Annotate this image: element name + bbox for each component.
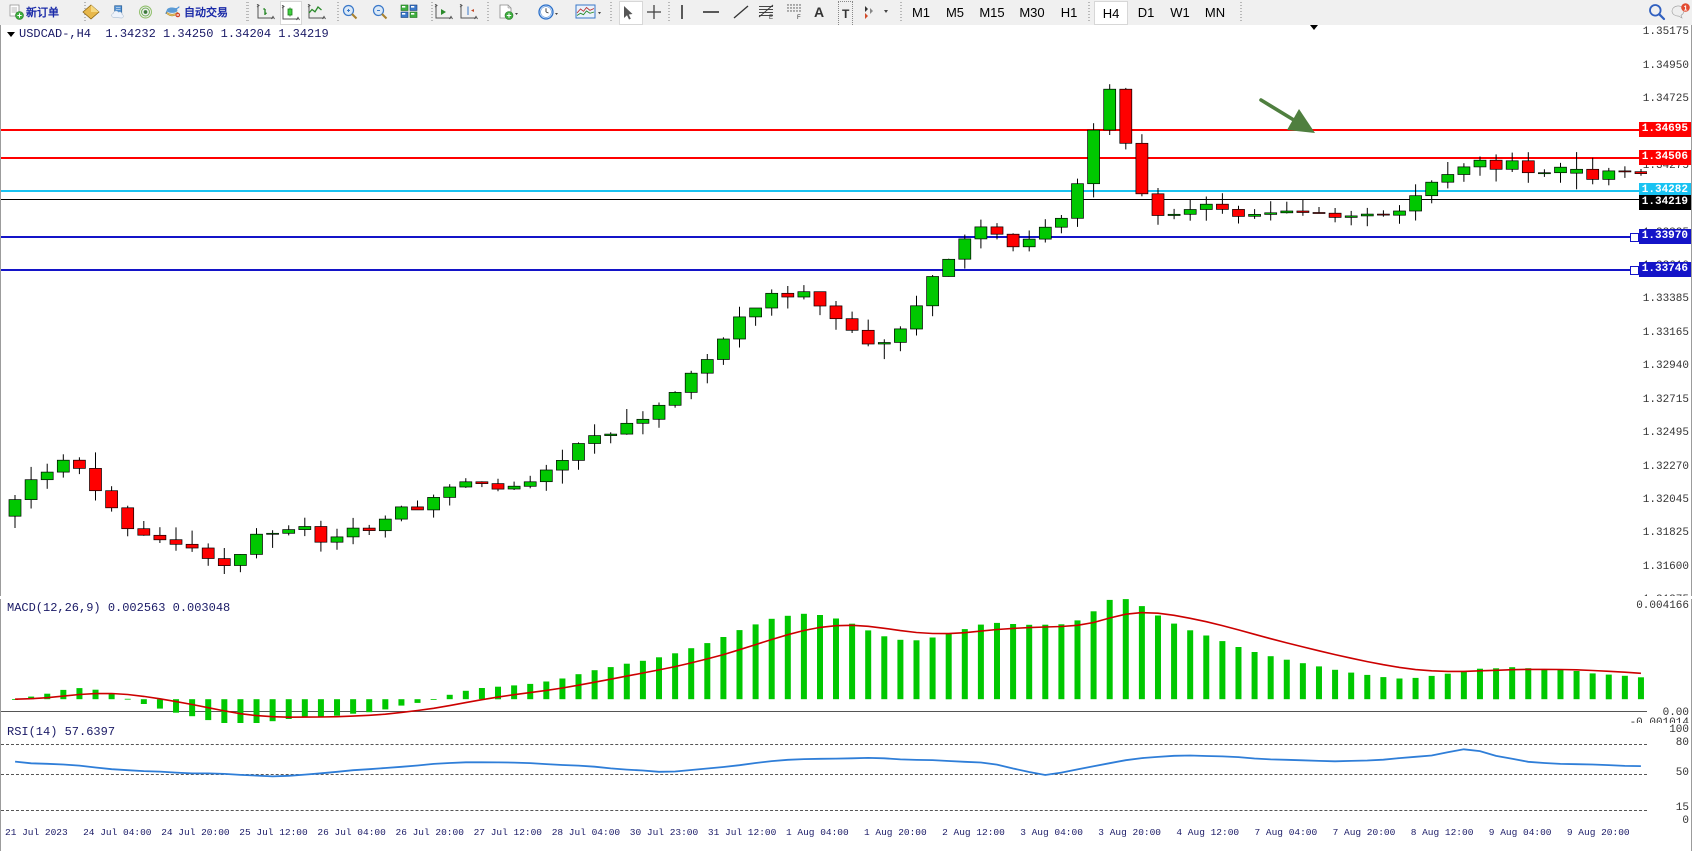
svg-text:1: 1 [1684, 5, 1688, 12]
svg-text:E: E [769, 15, 773, 20]
svg-text:F: F [797, 15, 801, 20]
